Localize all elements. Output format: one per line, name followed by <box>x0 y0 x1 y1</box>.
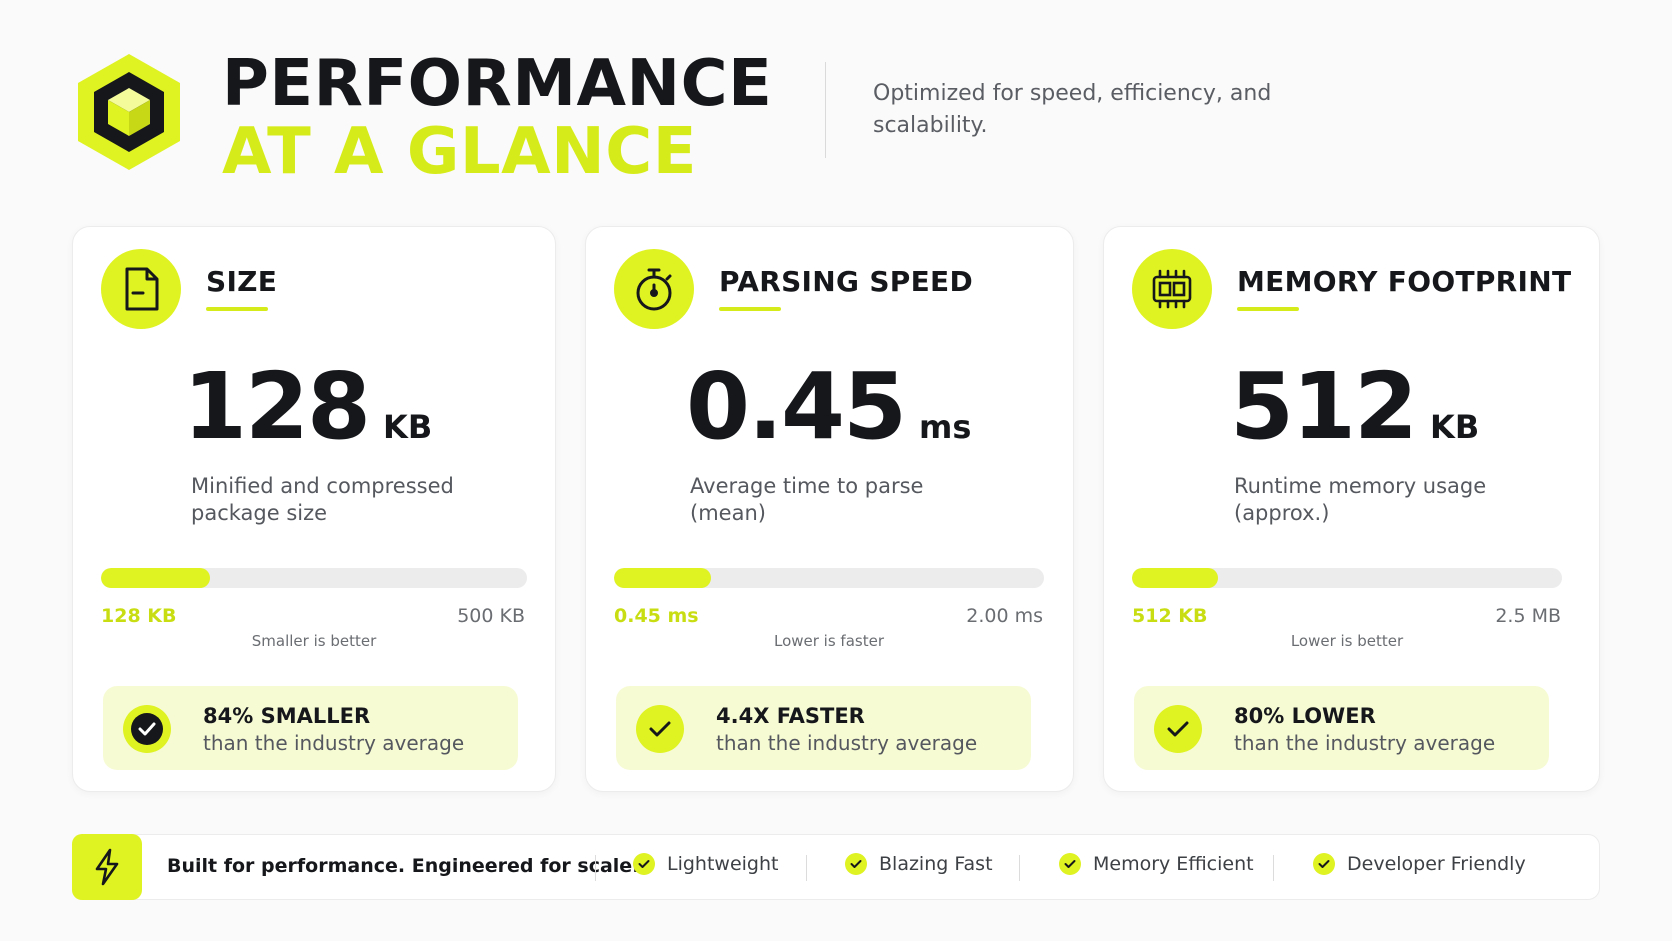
card-title: SIZE <box>206 265 278 298</box>
check-icon <box>1154 705 1202 753</box>
metric-number: 512 <box>1230 353 1418 460</box>
feature-label: Developer Friendly <box>1347 853 1526 875</box>
metric-value: 128 KB <box>183 357 432 457</box>
title-underline <box>719 307 781 311</box>
bar-max-label: 500 KB <box>457 605 525 627</box>
bar-min-label: 0.45 ms <box>614 605 699 627</box>
card-title: PARSING SPEED <box>719 265 974 298</box>
badge-headline: 84% SMALLER <box>203 704 371 728</box>
footer-divider <box>1273 855 1274 881</box>
card-parsing-speed: PARSING SPEED 0.45 ms Average time to pa… <box>585 226 1074 792</box>
bar-max-label: 2.5 MB <box>1495 605 1561 627</box>
lightning-bolt-icon <box>72 834 142 900</box>
metric-unit: KB <box>383 408 433 446</box>
metric-description: Minified and compressed package size <box>191 474 454 525</box>
metric-unit: ms <box>919 408 972 446</box>
bar-min-label: 128 KB <box>101 605 177 627</box>
check-icon <box>633 853 655 875</box>
header-divider <box>825 62 826 158</box>
feature-blazing-fast: Blazing Fast <box>845 853 993 875</box>
title-underline <box>206 307 268 311</box>
comparison-badge: 84% SMALLER than the industry average <box>103 686 518 770</box>
progress-fill <box>614 568 711 588</box>
feature-developer-friendly: Developer Friendly <box>1313 853 1526 875</box>
metric-value: 0.45 ms <box>686 357 971 457</box>
title-line-1: PERFORMANCE <box>222 47 773 121</box>
title-underline <box>1237 307 1299 311</box>
progress-bar <box>101 568 527 588</box>
logo <box>72 50 186 174</box>
bar-note: Lower is faster <box>773 632 885 650</box>
check-icon <box>1313 853 1335 875</box>
progress-fill <box>1132 568 1218 588</box>
bar-max-label: 2.00 ms <box>966 605 1043 627</box>
metric-number: 0.45 <box>686 353 907 460</box>
bar-note: Smaller is better <box>251 632 377 650</box>
check-icon <box>123 705 171 753</box>
memory-chip-icon <box>1132 249 1212 329</box>
tagline: Optimized for speed, efficiency, and sca… <box>873 81 1272 138</box>
badge-subtext: than the industry average <box>1234 731 1496 755</box>
progress-fill <box>101 568 211 588</box>
stopwatch-icon <box>614 249 694 329</box>
card-memory-footprint: MEMORY FOOTPRINT 512 KB Runtime memory u… <box>1103 226 1600 792</box>
feature-lightweight: Lightweight <box>633 853 778 875</box>
page-title: PERFORMANCE AT A GLANCE <box>222 50 772 186</box>
metric-value: 512 KB <box>1230 357 1479 457</box>
badge-subtext: than the industry average <box>203 731 465 755</box>
bar-note: Lower is better <box>1290 632 1404 650</box>
feature-memory-efficient: Memory Efficient <box>1059 853 1254 875</box>
metric-number: 128 <box>183 353 371 460</box>
progress-bar <box>1132 568 1562 588</box>
footer-divider <box>806 855 807 881</box>
footer-divider <box>1019 855 1020 881</box>
metric-description: Average time to parse (mean) <box>690 474 924 525</box>
check-icon <box>1059 853 1081 875</box>
check-icon <box>845 853 867 875</box>
comparison-badge: 80% LOWER than the industry average <box>1134 686 1549 770</box>
check-icon <box>636 705 684 753</box>
footer-bar: Built for performance. Engineered for sc… <box>72 834 1600 900</box>
footer-statement: Built for performance. Engineered for sc… <box>167 855 640 877</box>
file-icon <box>101 249 181 329</box>
title-line-2: AT A GLANCE <box>222 115 697 189</box>
badge-headline: 4.4X FASTER <box>716 704 865 728</box>
card-size: SIZE 128 KB Minified and compressed pack… <box>72 226 556 792</box>
progress-bar <box>614 568 1044 588</box>
comparison-badge: 4.4X FASTER than the industry average <box>616 686 1031 770</box>
footer-divider <box>595 855 596 881</box>
badge-subtext: than the industry average <box>716 731 978 755</box>
badge-headline: 80% LOWER <box>1234 704 1376 728</box>
card-title: MEMORY FOOTPRINT <box>1237 265 1572 298</box>
feature-label: Memory Efficient <box>1093 853 1254 875</box>
metric-description: Runtime memory usage (approx.) <box>1234 474 1487 525</box>
feature-label: Lightweight <box>667 853 779 875</box>
bar-min-label: 512 KB <box>1132 605 1208 627</box>
metric-unit: KB <box>1430 408 1480 446</box>
feature-label: Blazing Fast <box>879 853 993 875</box>
